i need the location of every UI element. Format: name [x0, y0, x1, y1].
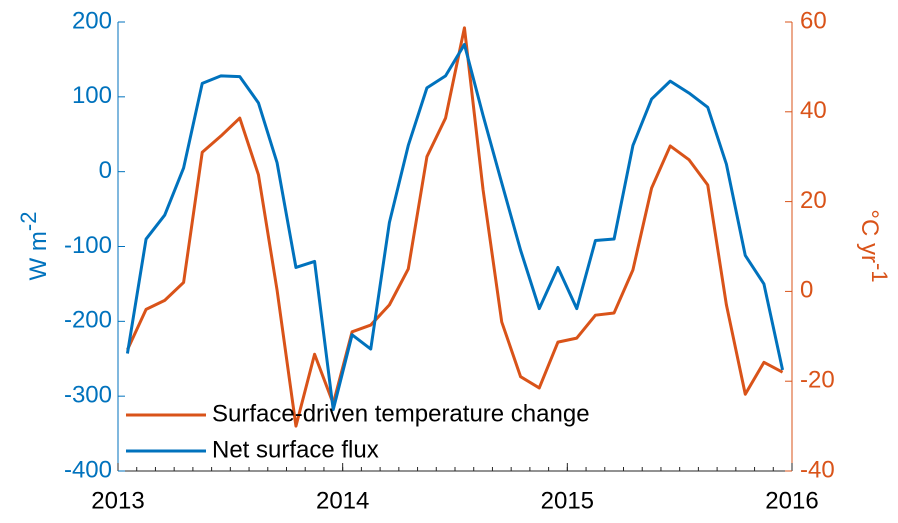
- y-tick-label: -400: [64, 456, 112, 483]
- series-group: [125, 42, 785, 412]
- y2-axis-label: °C yr-1: [856, 209, 893, 282]
- y-tick-label: -300: [64, 382, 112, 409]
- y-axis-label-sup: -2: [16, 212, 41, 232]
- y-tick-label: -200: [64, 307, 112, 334]
- y-tick-label: 200: [72, 7, 112, 34]
- y-tick-label: -100: [64, 232, 112, 259]
- y-axis-label: W m-2: [16, 212, 53, 281]
- y2-tick-label: 60: [800, 7, 827, 34]
- y-tick-label: 100: [72, 82, 112, 109]
- data-line: [125, 42, 785, 412]
- x-tick-label: 2013: [91, 487, 144, 514]
- y2-tick-label: 20: [800, 187, 827, 214]
- y-tick-label: 0: [99, 157, 112, 184]
- series-group: [126, 26, 784, 428]
- y2-tick-label: -40: [800, 456, 835, 483]
- legend-label: Surface-driven temperature change: [212, 400, 590, 427]
- y2-axis-label-sup: -1: [867, 263, 892, 283]
- y2-tick-label: 0: [800, 277, 813, 304]
- x-tick-label: 2015: [541, 487, 594, 514]
- data-line: [126, 26, 784, 428]
- y2-axis-label-text: °C yr: [856, 209, 883, 263]
- y2-tick-label: -20: [800, 367, 835, 394]
- x-tick-label: 2016: [765, 487, 818, 514]
- x-tick-label: 2014: [316, 487, 369, 514]
- y-axis-label-text: W m: [25, 231, 52, 280]
- legend-label: Net surface flux: [212, 436, 379, 463]
- y2-tick-label: 40: [800, 97, 827, 124]
